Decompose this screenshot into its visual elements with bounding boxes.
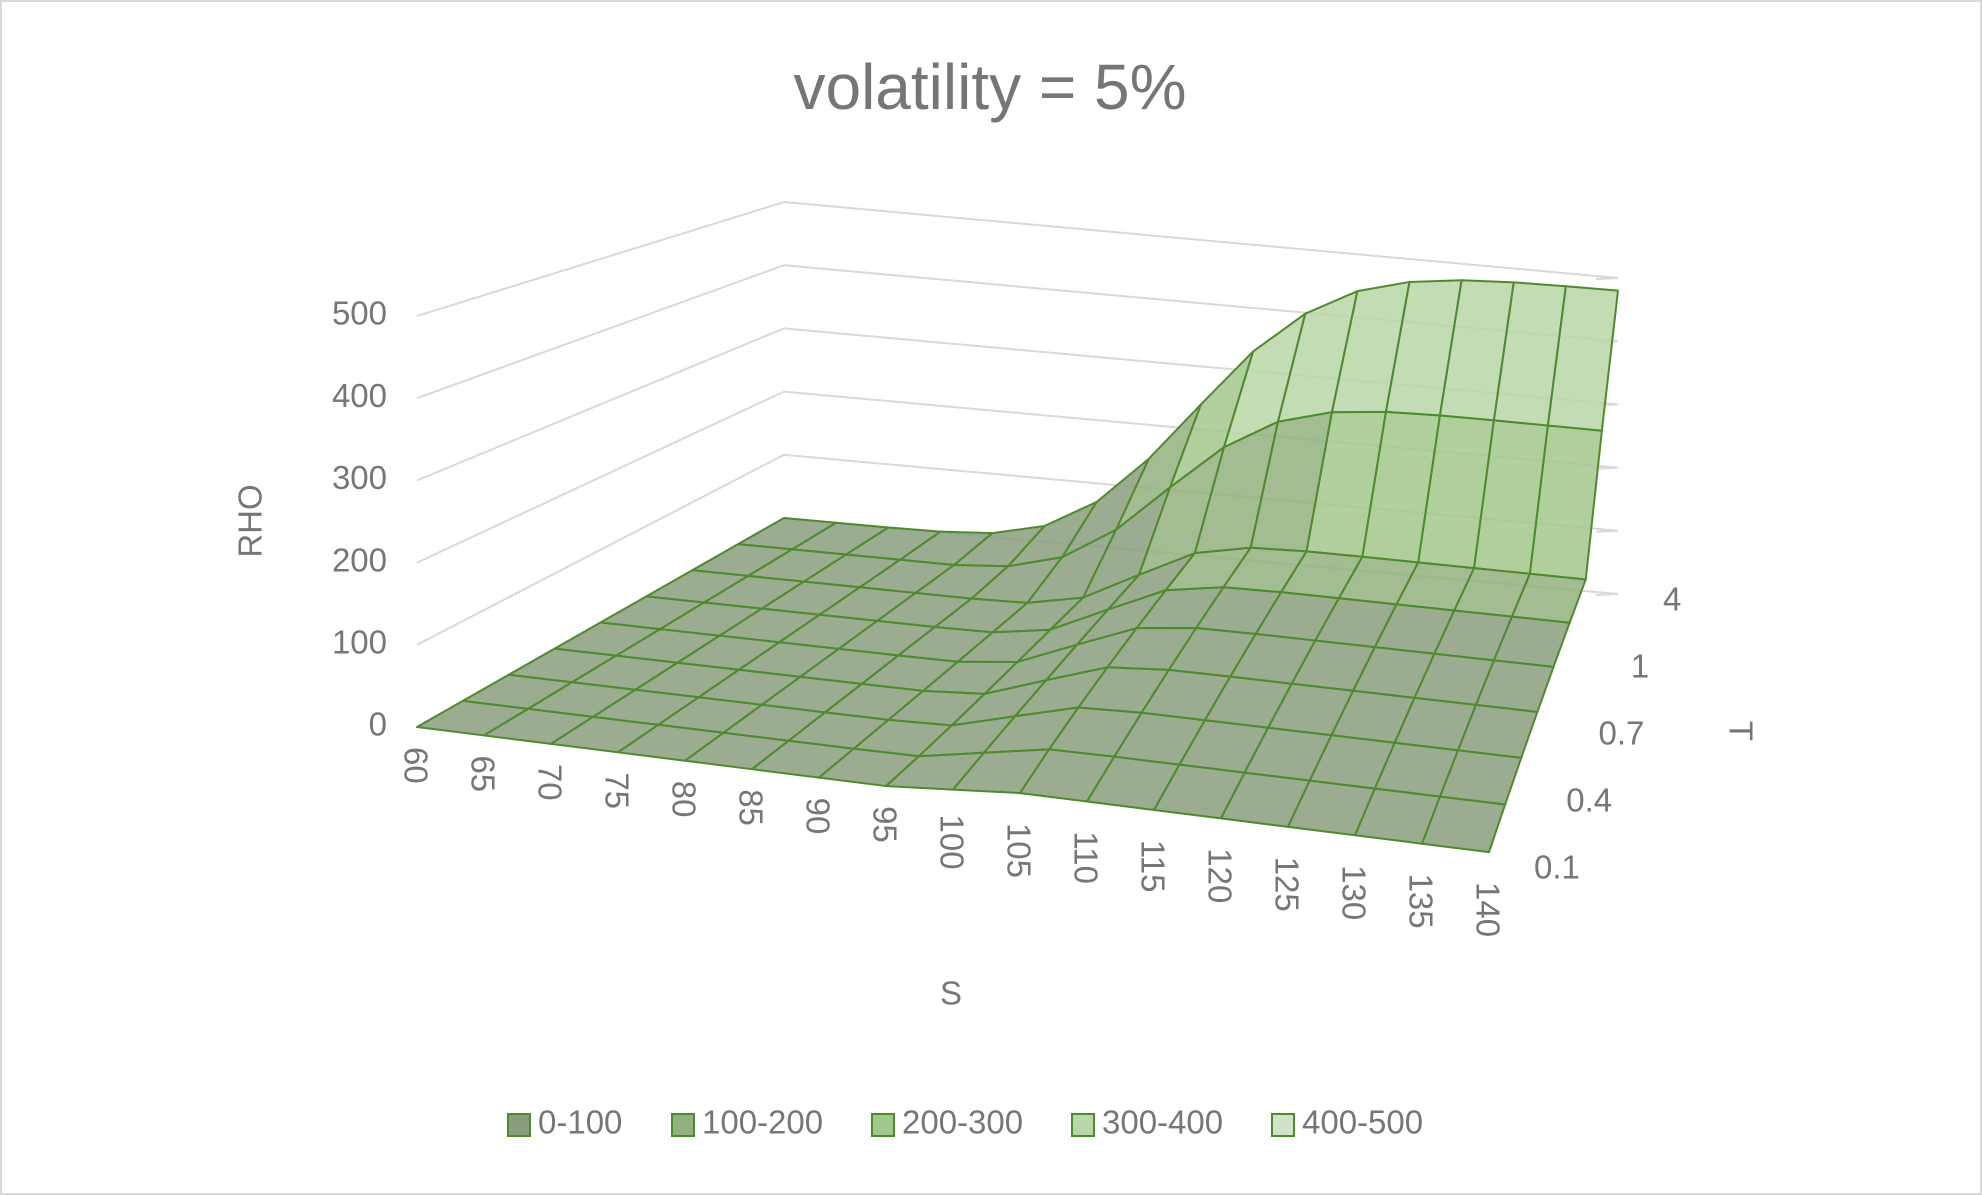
surface-cell [1421, 795, 1507, 854]
z-tick-label: 0 [369, 706, 387, 743]
legend-swatch [671, 1113, 695, 1137]
legend-label: 100-200 [702, 1104, 823, 1141]
y-tick-label: 0.4 [1566, 782, 1612, 819]
chart-title: volatility = 5% [793, 51, 1186, 123]
x-tick-label: 75 [598, 772, 635, 809]
tick-mark [1595, 277, 1619, 280]
legend-label: 400-500 [1302, 1104, 1423, 1141]
tick-mark [1595, 529, 1619, 533]
y-tick-label: 0.7 [1599, 715, 1645, 752]
x-tick-label: 70 [531, 764, 568, 801]
tick-mark [1595, 466, 1619, 470]
z-tick-label: 400 [332, 377, 387, 414]
x-tick-label: 65 [464, 755, 501, 792]
x-tick-label: 90 [799, 798, 836, 835]
x-tick-label: 80 [665, 781, 702, 818]
z-tick-label: 200 [332, 541, 387, 578]
y-tick-label: 0.1 [1534, 849, 1580, 886]
x-tick-label: 130 [1335, 865, 1372, 920]
x-tick-label: 85 [732, 789, 769, 826]
x-tick-label: 135 [1402, 874, 1439, 929]
legend: 0-100 100-200 200-300 300-400 400-500 [507, 1104, 1423, 1141]
z-tick-label: 300 [332, 459, 387, 496]
z-tick-label: 100 [332, 624, 387, 661]
y-axis-title: T [1722, 721, 1759, 741]
x-tick-label: 105 [1000, 823, 1037, 878]
x-tick-label: 95 [866, 806, 903, 843]
legend-swatch [507, 1113, 531, 1137]
x-tick-label: 110 [1067, 831, 1104, 884]
legend-swatch [1271, 1113, 1295, 1137]
surface [416, 279, 1619, 854]
legend-label: 200-300 [902, 1104, 1023, 1141]
z-tick-label: 500 [332, 295, 387, 332]
legend-label: 300-400 [1102, 1104, 1223, 1141]
x-tick-label: 120 [1201, 848, 1238, 903]
y-tick-label: 4 [1663, 581, 1681, 618]
x-tick-label: 140 [1469, 882, 1506, 937]
x-tick-label: 115 [1134, 840, 1171, 893]
legend-label: 0-100 [538, 1104, 622, 1141]
tick-mark [1595, 593, 1619, 596]
x-tick-label: 60 [397, 747, 434, 784]
x-tick-label: 125 [1268, 857, 1305, 912]
legend-swatch [1071, 1113, 1095, 1137]
grid-line [416, 200, 1619, 317]
z-axis-title: RHO [232, 484, 269, 557]
x-axis-title: S [940, 975, 962, 1012]
x-tick-label: 100 [933, 815, 970, 870]
legend-swatch [871, 1113, 895, 1137]
y-tick-label: 1 [1631, 648, 1649, 685]
